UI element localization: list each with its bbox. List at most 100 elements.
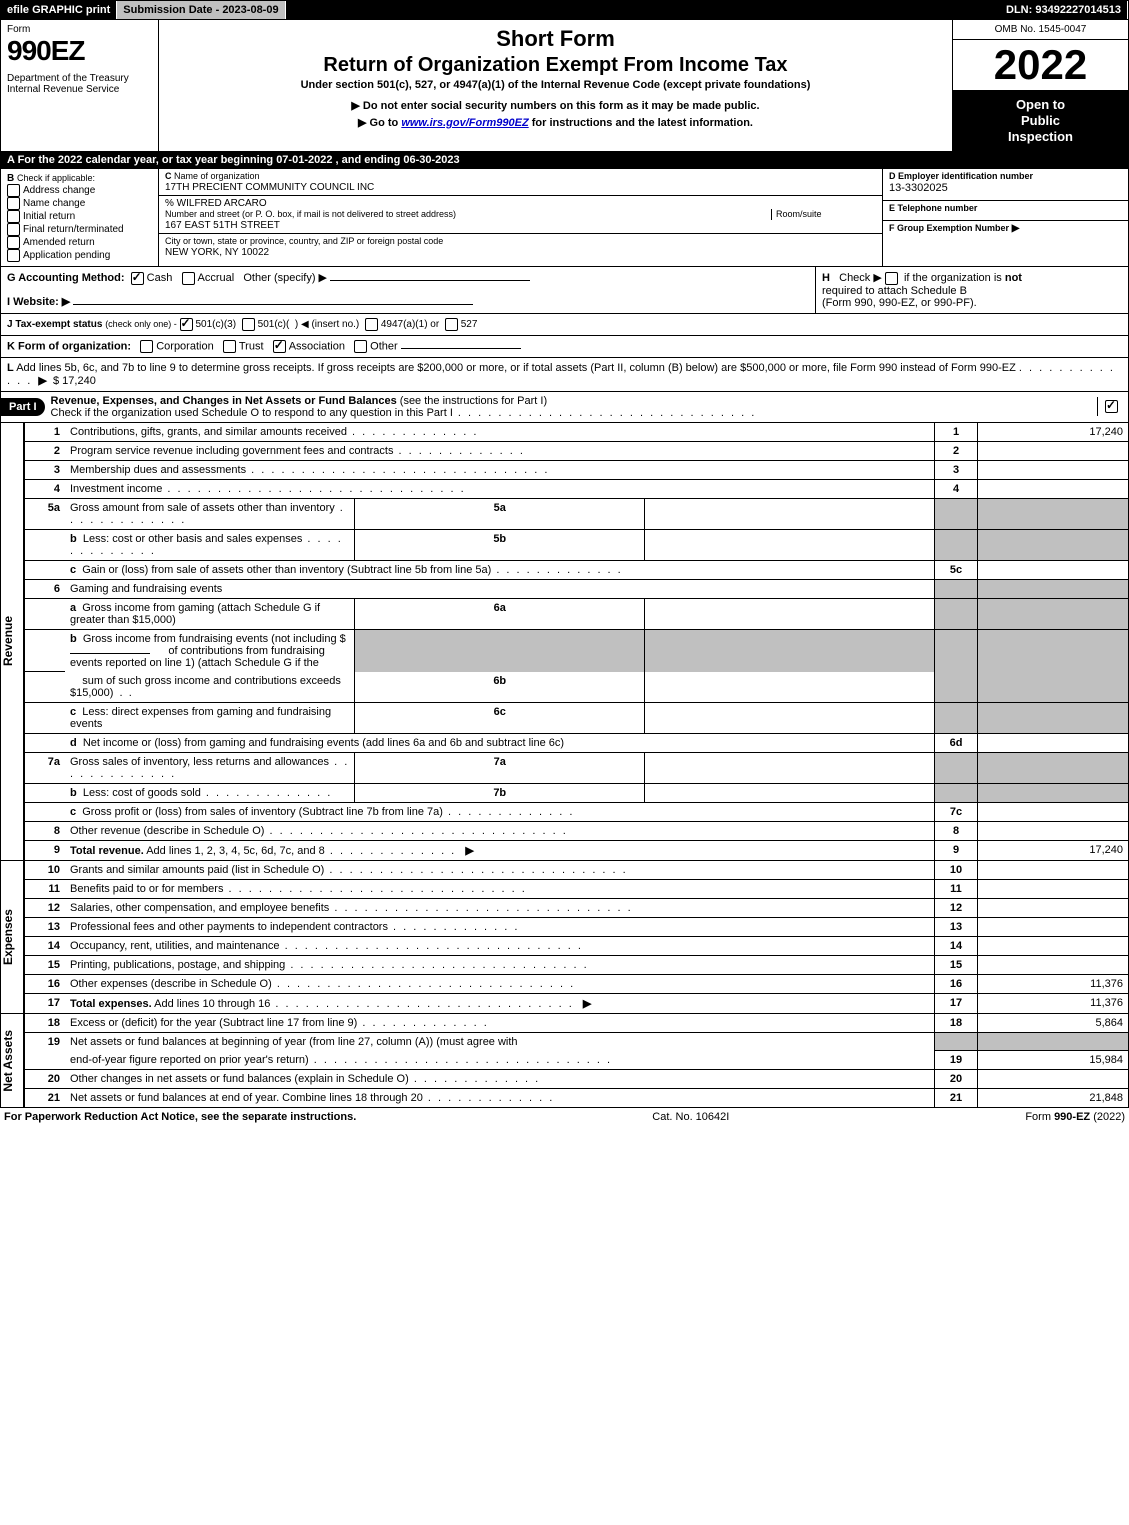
chk-amended-return[interactable] <box>7 236 20 249</box>
line-5c: c Gain or (loss) from sale of assets oth… <box>25 560 1129 579</box>
chk-501c3[interactable] <box>180 318 193 331</box>
line-6a: a Gross income from gaming (attach Sched… <box>25 598 1129 629</box>
chk-initial-return[interactable] <box>7 210 20 223</box>
row-J: J Tax-exempt status (check only one) - 5… <box>0 314 1129 336</box>
chk-cash[interactable] <box>131 272 144 285</box>
net-assets-table: 18Excess or (deficit) for the year (Subt… <box>24 1014 1129 1109</box>
irs-label: Internal Revenue Service <box>7 84 152 95</box>
header-center: Short Form Return of Organization Exempt… <box>159 20 952 151</box>
gross-receipts-amount: $ 17,240 <box>53 375 96 387</box>
submission-date: Submission Date - 2023-08-09 <box>117 1 285 19</box>
col-C-org-info: C Name of organization 17TH PRECIENT COM… <box>159 169 882 266</box>
expenses-label: Expenses <box>1 909 23 965</box>
line-7a: 7aGross sales of inventory, less returns… <box>25 752 1129 783</box>
part-I-header: Part I Revenue, Expenses, and Changes in… <box>0 392 1129 423</box>
line-5a: 5aGross amount from sale of assets other… <box>25 498 1129 529</box>
org-name: 17TH PRECIENT COMMUNITY COUNCIL INC <box>165 182 374 193</box>
chk-application-pending[interactable] <box>7 249 20 262</box>
paperwork-notice: For Paperwork Reduction Act Notice, see … <box>4 1111 356 1123</box>
line-9: 9Total revenue. Add lines 1, 2, 3, 4, 5c… <box>25 840 1129 860</box>
line-12: 12Salaries, other compensation, and empl… <box>25 898 1129 917</box>
title-short-form: Short Form <box>165 26 946 52</box>
other-method-input[interactable] <box>330 280 530 281</box>
row-I: I Website: ▶ <box>7 295 809 308</box>
chk-corporation[interactable] <box>140 340 153 353</box>
line-5b: b Less: cost or other basis and sales ex… <box>25 529 1129 560</box>
line-14: 14Occupancy, rent, utilities, and mainte… <box>25 936 1129 955</box>
line-13: 13Professional fees and other payments t… <box>25 917 1129 936</box>
row-G-H: G Accounting Method: Cash Accrual Other … <box>0 267 1129 314</box>
city-state-zip: NEW YORK, NY 10022 <box>165 247 269 258</box>
instr2-pre: ▶ Go to <box>358 117 401 129</box>
row-K: K Form of organization: Corporation Trus… <box>0 336 1129 358</box>
info-grid: B Check if applicable: Address change Na… <box>0 169 1129 267</box>
row-H: H Check ▶ if the organization is not req… <box>815 267 1128 313</box>
phone-value <box>889 213 1122 218</box>
revenue-table: 1Contributions, gifts, grants, and simil… <box>24 423 1129 861</box>
line-8: 8Other revenue (describe in Schedule O)8 <box>25 821 1129 840</box>
line-20: 20Other changes in net assets or fund ba… <box>25 1070 1129 1089</box>
expenses-table: 10Grants and similar amounts paid (list … <box>24 861 1129 1014</box>
title-main: Return of Organization Exempt From Incom… <box>165 54 946 77</box>
line-21: 21Net assets or fund balances at end of … <box>25 1089 1129 1108</box>
line-6: 6Gaming and fundraising events <box>25 579 1129 598</box>
chk-address-change[interactable] <box>7 184 20 197</box>
chk-schedule-b-not-required[interactable] <box>885 272 898 285</box>
care-of: % WILFRED ARCARO <box>165 198 267 209</box>
efile-print-link[interactable]: efile GRAPHIC print <box>1 1 117 19</box>
chk-name-change[interactable] <box>7 197 20 210</box>
chk-final-return[interactable] <box>7 223 20 236</box>
revenue-section: Revenue 1Contributions, gifts, grants, a… <box>0 423 1129 861</box>
line-19: 19Net assets or fund balances at beginni… <box>25 1032 1129 1051</box>
line-1: 1Contributions, gifts, grants, and simil… <box>25 423 1129 442</box>
part-I-badge: Part I <box>1 398 45 416</box>
label-ein: D Employer identification number <box>889 171 1122 181</box>
chk-527[interactable] <box>445 318 458 331</box>
revenue-label: Revenue <box>1 616 23 666</box>
line-3: 3Membership dues and assessments3 <box>25 460 1129 479</box>
line-10: 10Grants and similar amounts paid (list … <box>25 861 1129 880</box>
chk-schedule-o-part-i[interactable] <box>1105 400 1118 413</box>
label-group-exempt: F Group Exemption Number <box>889 223 1009 233</box>
col-B-checkboxes: B Check if applicable: Address change Na… <box>1 169 159 266</box>
line-6b: b Gross income from fundraising events (… <box>25 629 1129 672</box>
form-header: Form 990EZ Department of the Treasury In… <box>0 20 1129 152</box>
arrow-icon: ▶ <box>1012 223 1020 234</box>
line-17: 17Total expenses. Add lines 10 through 1… <box>25 993 1129 1013</box>
catalog-number: Cat. No. 10642I <box>652 1111 729 1123</box>
form-ref: Form 990-EZ (2022) <box>1025 1111 1125 1123</box>
net-assets-label: Net Assets <box>1 1030 23 1092</box>
line-7c: c Gross profit or (loss) from sales of i… <box>25 802 1129 821</box>
line-15: 15Printing, publications, postage, and s… <box>25 955 1129 974</box>
line-2: 2Program service revenue including gover… <box>25 441 1129 460</box>
topbar-spacer <box>286 1 1000 19</box>
chk-association[interactable] <box>273 340 286 353</box>
irs-form-link[interactable]: www.irs.gov/Form990EZ <box>401 117 528 129</box>
omb-number: OMB No. 1545-0047 <box>953 20 1128 40</box>
line-19b: end-of-year figure reported on prior yea… <box>25 1051 1129 1070</box>
col-DEF: D Employer identification number 13-3302… <box>882 169 1128 266</box>
dept-treasury: Department of the Treasury <box>7 73 152 84</box>
chk-trust[interactable] <box>223 340 236 353</box>
chk-4947a1[interactable] <box>365 318 378 331</box>
line-11: 11Benefits paid to or for members11 <box>25 879 1129 898</box>
label-phone: E Telephone number <box>889 203 1122 213</box>
line-4: 4Investment income4 <box>25 479 1129 498</box>
chk-accrual[interactable] <box>182 272 195 285</box>
line-6d: d Net income or (loss) from gaming and f… <box>25 733 1129 752</box>
ein-value: 13-3302025 <box>889 181 1122 198</box>
line-7b: b Less: cost of goods sold7b <box>25 783 1129 802</box>
top-bar: efile GRAPHIC print Submission Date - 20… <box>0 0 1129 20</box>
line-16: 16Other expenses (describe in Schedule O… <box>25 974 1129 993</box>
chk-501c[interactable] <box>242 318 255 331</box>
page-footer: For Paperwork Reduction Act Notice, see … <box>0 1108 1129 1123</box>
instruction-goto: ▶ Go to www.irs.gov/Form990EZ for instru… <box>165 116 946 129</box>
chk-other-org[interactable] <box>354 340 367 353</box>
row-L: L Add lines 5b, 6c, and 7b to line 9 to … <box>0 358 1129 392</box>
website-input[interactable] <box>73 304 473 305</box>
form-number: 990EZ <box>7 35 152 67</box>
subtitle: Under section 501(c), 527, or 4947(a)(1)… <box>165 79 946 91</box>
tax-year: 2022 <box>953 40 1128 90</box>
dln: DLN: 93492227014513 <box>1000 1 1128 19</box>
other-org-input[interactable] <box>401 348 521 349</box>
